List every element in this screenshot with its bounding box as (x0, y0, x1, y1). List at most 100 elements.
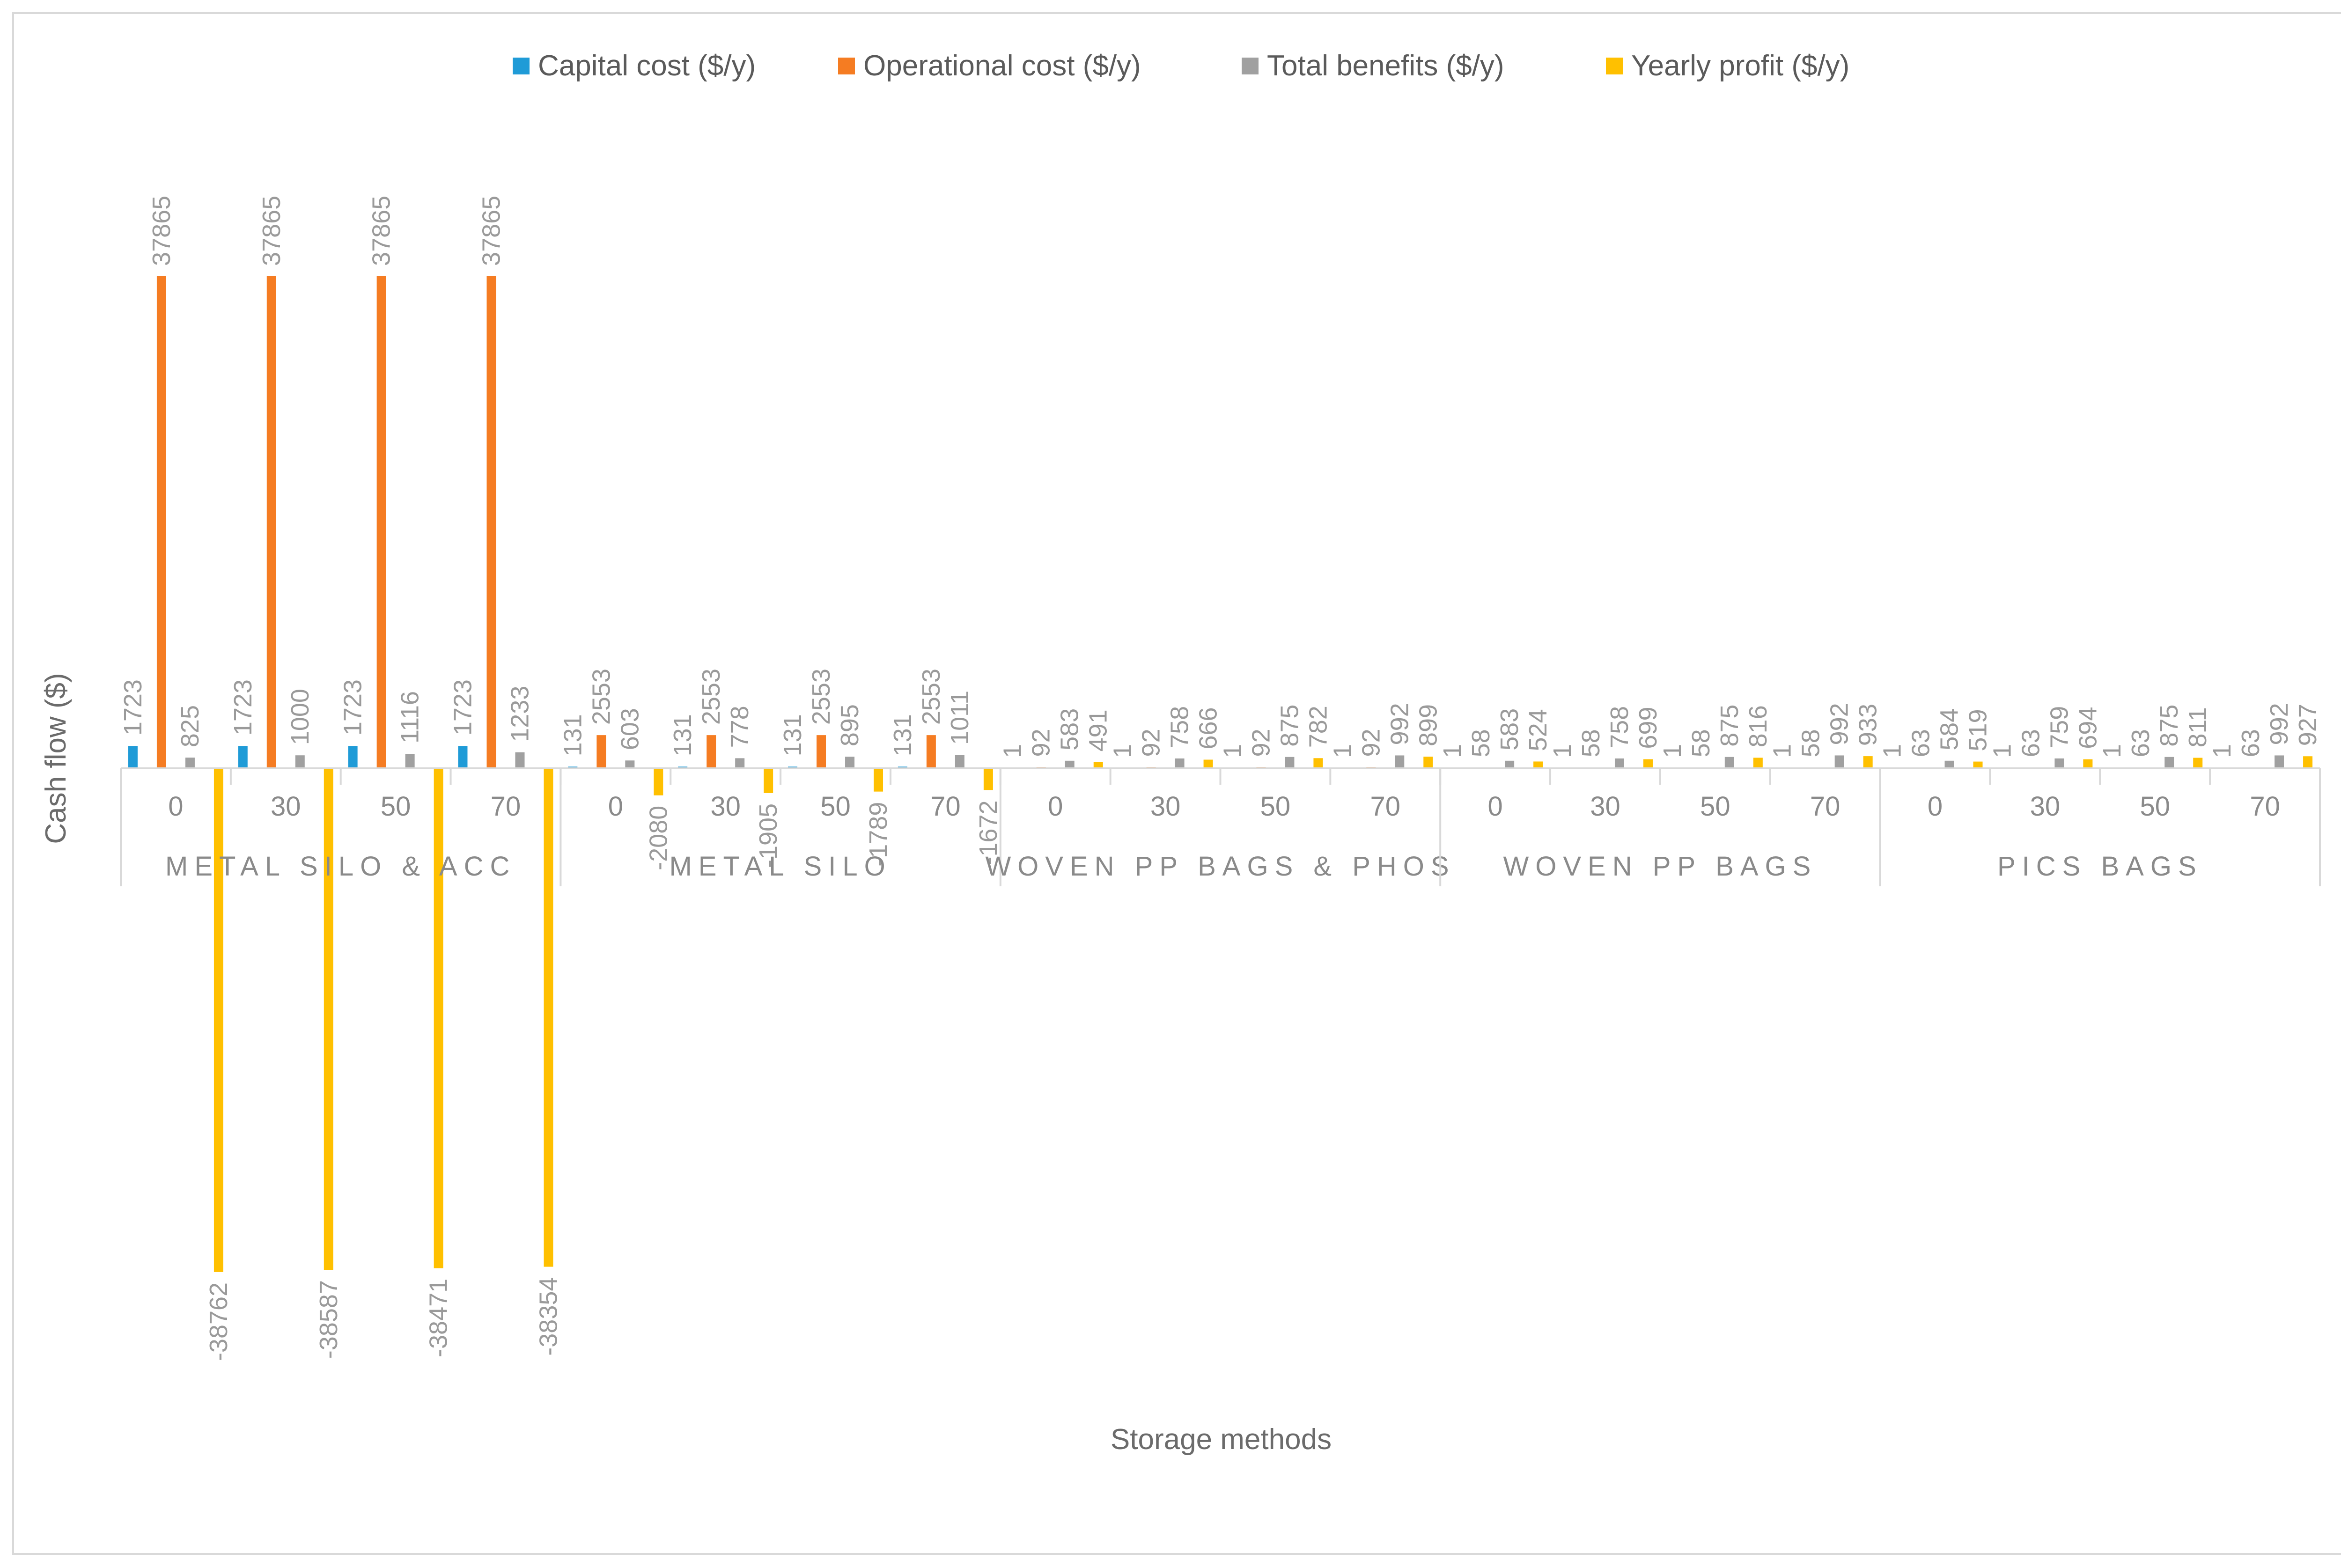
data-label-yearly-profit-y-2: -38471 (425, 1279, 453, 1357)
data-label-total-benefits-y-16: 584 (1936, 708, 1964, 751)
data-label-operational-cost-y-14: 58 (1687, 729, 1715, 757)
bar-total-benefits-y-10 (1285, 757, 1295, 768)
data-label-operational-cost-y-16: 63 (1907, 729, 1935, 757)
data-label-operational-cost-y-13: 58 (1577, 729, 1605, 757)
x-axis-title: Storage methods (1111, 1423, 1332, 1456)
bar-operational-cost-y-6 (817, 735, 826, 768)
data-label-operational-cost-y-1: 37865 (258, 196, 286, 266)
x-axis: 0 30 50 70 0 30 50 70 0 30 50 70 0 30 50 70 0 30 50 70 METAL… (120, 767, 2321, 886)
bar-yearly-profit-y-8 (1093, 762, 1103, 768)
category-label-14: 50 (1700, 791, 1730, 822)
data-label-capital-cost-y-10: 1 (1218, 744, 1246, 758)
bar-total-benefits-y-16 (1944, 760, 1954, 768)
data-label-yearly-profit-y-9: 666 (1194, 707, 1222, 749)
category-label-2: 50 (381, 791, 411, 822)
category-label-9: 30 (1150, 791, 1181, 822)
legend-label-yearly-profit-y: Yearly profit ($/y) (1631, 50, 1849, 82)
data-label-total-benefits-y-3: 1233 (506, 686, 534, 742)
chart-frame (12, 12, 2341, 1555)
bar-total-benefits-y-5 (735, 758, 745, 768)
data-labels: 172337865825-387621723378651000-38587172… (119, 196, 2322, 1361)
data-label-operational-cost-y-0: 37865 (147, 196, 176, 266)
data-label-operational-cost-y-3: 37865 (477, 196, 505, 266)
data-label-capital-cost-y-9: 1 (1109, 744, 1137, 758)
data-label-yearly-profit-y-4: -2080 (644, 806, 672, 870)
data-label-total-benefits-y-10: 875 (1275, 705, 1303, 747)
category-label-19: 70 (2250, 791, 2280, 822)
bar-total-benefits-y-8 (1065, 760, 1075, 768)
group-label-pics-bags: PICS BAGS (1997, 851, 2203, 882)
category-label-11: 70 (1370, 791, 1401, 822)
legend-swatch-total-benefits-y (1242, 58, 1259, 74)
data-label-operational-cost-y-2: 37865 (368, 196, 396, 266)
bar-yearly-profit-y-3 (544, 768, 553, 1267)
bar-operational-cost-y-5 (707, 735, 716, 768)
data-label-capital-cost-y-12: 1 (1438, 744, 1466, 758)
data-label-total-benefits-y-2: 1116 (396, 691, 424, 744)
bar-total-benefits-y-17 (2054, 758, 2064, 768)
category-label-13: 30 (1590, 791, 1620, 822)
legend-label-total-benefits-y: Total benefits ($/y) (1267, 50, 1504, 82)
data-label-total-benefits-y-12: 583 (1495, 708, 1524, 751)
data-label-operational-cost-y-11: 92 (1357, 729, 1385, 757)
data-label-capital-cost-y-16: 1 (1878, 744, 1907, 758)
data-label-operational-cost-y-10: 92 (1247, 729, 1275, 757)
bar-total-benefits-y-14 (1724, 757, 1734, 768)
category-label-6: 50 (820, 791, 851, 822)
data-label-yearly-profit-y-15: 933 (1854, 704, 1882, 746)
bar-yearly-profit-y-4 (654, 768, 663, 795)
bar-operational-cost-y-1 (266, 276, 276, 768)
data-label-total-benefits-y-17: 759 (2045, 706, 2073, 748)
data-label-yearly-profit-y-17: 694 (2074, 707, 2102, 749)
bar-yearly-profit-y-5 (764, 768, 773, 793)
data-label-capital-cost-y-8: 1 (999, 744, 1027, 758)
bar-total-benefits-y-19 (2275, 755, 2284, 768)
legend-label-operational-cost-y: Operational cost ($/y) (863, 50, 1141, 82)
data-label-capital-cost-y-11: 1 (1328, 744, 1356, 758)
group-label-woven-pp-bags: WOVEN PP BAGS (1503, 851, 1817, 882)
bar-total-benefits-y-12 (1505, 760, 1515, 768)
bar-operational-cost-y-2 (376, 276, 386, 768)
bars (128, 276, 2313, 1272)
bar-yearly-profit-y-17 (2083, 759, 2093, 768)
data-label-yearly-profit-y-10: 782 (1304, 706, 1332, 748)
bar-yearly-profit-y-9 (1203, 759, 1213, 768)
data-label-operational-cost-y-18: 63 (2127, 729, 2155, 757)
data-label-capital-cost-y-17: 1 (1988, 744, 2016, 758)
data-label-capital-cost-y-13: 1 (1548, 744, 1576, 758)
bar-capital-cost-y-3 (458, 746, 468, 768)
bar-yearly-profit-y-18 (2193, 758, 2203, 768)
data-label-yearly-profit-y-13: 699 (1634, 707, 1662, 749)
data-label-yearly-profit-y-12: 524 (1524, 709, 1552, 751)
group-label-woven-pp-bags-phos: WOVEN PP BAGS & PHOS (985, 851, 1455, 882)
category-label-7: 70 (930, 791, 961, 822)
category-label-12: 0 (1487, 791, 1502, 822)
category-label-16: 0 (1928, 791, 1943, 822)
data-label-yearly-profit-y-19: 927 (2294, 704, 2322, 746)
data-label-yearly-profit-y-14: 816 (1744, 705, 1772, 747)
data-label-operational-cost-y-12: 58 (1467, 729, 1495, 757)
data-label-total-benefits-y-19: 992 (2265, 703, 2293, 745)
data-label-capital-cost-y-6: 131 (779, 714, 807, 756)
data-label-total-benefits-y-14: 875 (1715, 705, 1744, 747)
category-label-3: 70 (491, 791, 521, 822)
data-label-capital-cost-y-15: 1 (1768, 744, 1796, 758)
bar-total-benefits-y-2 (405, 754, 415, 768)
data-label-capital-cost-y-2: 1723 (339, 679, 367, 736)
data-label-operational-cost-y-4: 2553 (587, 669, 615, 725)
group-label-metal-silo: METAL SILO (669, 851, 891, 882)
category-label-15: 70 (1810, 791, 1840, 822)
bar-yearly-profit-y-6 (874, 768, 883, 792)
legend: Capital cost ($/y) Operational cost ($/y)… (513, 50, 1849, 82)
bar-total-benefits-y-18 (2164, 757, 2174, 768)
data-label-total-benefits-y-8: 583 (1056, 708, 1084, 751)
bar-yearly-profit-y-11 (1423, 757, 1433, 768)
bar-operational-cost-y-4 (596, 735, 606, 768)
category-label-17: 30 (2030, 791, 2061, 822)
data-label-capital-cost-y-18: 1 (2098, 744, 2126, 758)
data-label-yearly-profit-y-11: 899 (1414, 704, 1442, 746)
category-label-5: 30 (710, 791, 741, 822)
bar-operational-cost-y-3 (486, 276, 496, 768)
bar-yearly-profit-y-10 (1313, 758, 1323, 768)
